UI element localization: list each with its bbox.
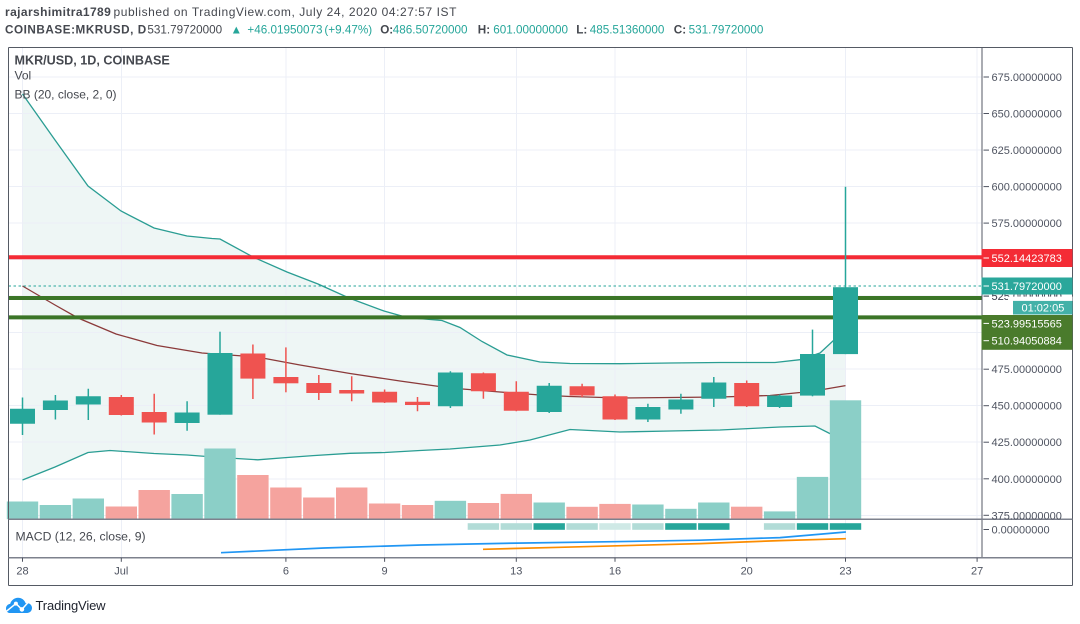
svg-text:400.00000000: 400.00000000 [992,474,1062,486]
svg-text:531.79720000: 531.79720000 [992,281,1062,293]
svg-text:450.00000000: 450.00000000 [992,401,1062,413]
svg-text:TradingView: TradingView [36,598,107,613]
svg-text:552.14423783: 552.14423783 [992,253,1062,265]
svg-text:Vol: Vol [15,69,32,83]
svg-text:BB (20, close, 2, 0): BB (20, close, 2, 0) [15,88,117,102]
svg-text:510.94050884: 510.94050884 [992,336,1062,348]
svg-text:575.00000000: 575.00000000 [992,218,1062,230]
svg-text:523.99515565: 523.99515565 [992,318,1062,330]
svg-text:0.00000000: 0.00000000 [992,525,1050,537]
svg-text:375.00000000: 375.00000000 [992,510,1062,522]
svg-text:675.00000000: 675.00000000 [992,72,1062,84]
svg-text:MKR/USD, 1D, COINBASE: MKR/USD, 1D, COINBASE [15,54,170,68]
svg-text:600.00000000: 600.00000000 [992,182,1062,194]
svg-text:625.00000000: 625.00000000 [992,145,1062,157]
svg-text:27: 27 [971,566,983,578]
svg-text:6: 6 [283,566,289,578]
svg-text:MACD (12, 26, close, 9): MACD (12, 26, close, 9) [16,530,146,544]
svg-text:COINBASE:MKRUSD, D531.79720000: COINBASE:MKRUSD, D531.79720000 ▲ +46.01950… [5,24,764,37]
svg-text:28: 28 [16,566,28,578]
svg-text:01:02:05: 01:02:05 [1022,302,1065,314]
svg-text:13: 13 [510,566,522,578]
svg-text:16: 16 [609,566,621,578]
svg-text:Jul: Jul [114,566,128,578]
svg-text:23: 23 [839,566,851,578]
svg-text:9: 9 [382,566,388,578]
svg-text:650.00000000: 650.00000000 [992,109,1062,121]
svg-text:475.00000000: 475.00000000 [992,364,1062,376]
svg-text:425.00000000: 425.00000000 [992,437,1062,449]
svg-text:20: 20 [741,566,753,578]
